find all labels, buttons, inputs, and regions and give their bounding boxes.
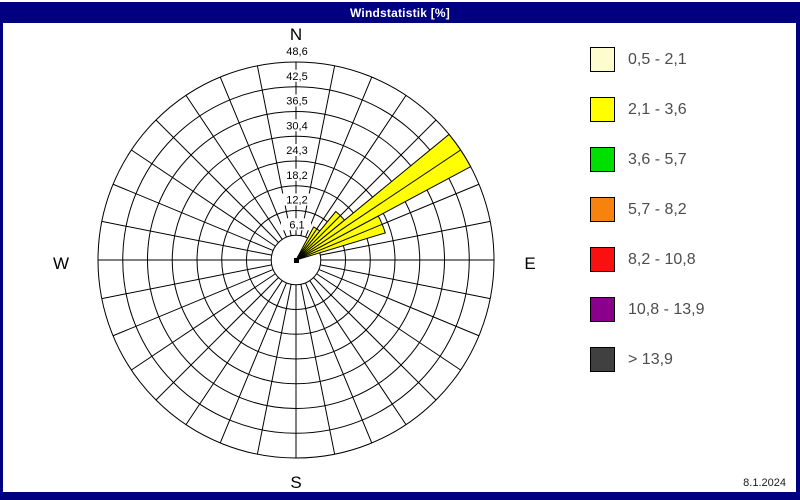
date-stamp: 8.1.2024 bbox=[743, 477, 786, 489]
legend-swatch-class1 bbox=[590, 47, 615, 72]
grid-spoke bbox=[316, 273, 461, 371]
legend-item: 0,5 - 2,1 bbox=[590, 47, 687, 72]
legend-item: 5,7 - 8,2 bbox=[590, 197, 687, 222]
compass-label-south: S bbox=[290, 473, 302, 492]
legend-swatch-class5 bbox=[590, 247, 615, 272]
grid-spoke bbox=[305, 282, 373, 444]
wind-wedge bbox=[295, 215, 386, 261]
legend-swatch-class4 bbox=[590, 197, 615, 222]
legend-item: 8,2 - 10,8 bbox=[590, 247, 696, 272]
axis-tick-label: 12,2 bbox=[286, 195, 307, 207]
wedge-center-spoke bbox=[295, 149, 461, 261]
legend-item: 3,6 - 5,7 bbox=[590, 147, 687, 172]
axis-label-mask bbox=[281, 144, 311, 156]
axis-label-mask bbox=[281, 94, 311, 107]
axis-label-mask bbox=[281, 45, 311, 57]
grid-spoke bbox=[219, 76, 287, 238]
legend-label: > 13,9 bbox=[628, 350, 673, 368]
title-bar: Windstatistik [%] bbox=[0, 2, 800, 23]
grid-spoke bbox=[112, 183, 274, 251]
axis-label-mask bbox=[281, 168, 311, 181]
grid-spoke bbox=[256, 65, 292, 236]
compass-label-north: N bbox=[289, 25, 303, 44]
legend-label: 2,1 - 3,6 bbox=[628, 100, 687, 118]
legend-item: > 13,9 bbox=[590, 347, 673, 372]
axis-label-mask bbox=[281, 193, 311, 206]
wedge-center-spoke bbox=[295, 215, 341, 261]
legend-label: 3,6 - 5,7 bbox=[628, 150, 687, 168]
grid-spoke bbox=[155, 277, 279, 401]
grid-spoke bbox=[300, 284, 336, 455]
legend-item: 2,1 - 3,6 bbox=[590, 97, 687, 122]
axis-label-mask bbox=[281, 69, 311, 82]
axis-label-mask bbox=[281, 218, 311, 231]
legend-label: 8,2 - 10,8 bbox=[628, 250, 696, 268]
grid-spoke bbox=[318, 269, 480, 337]
legend-swatch-class3 bbox=[590, 147, 615, 172]
compass-label-east: E bbox=[524, 254, 536, 273]
window-border-bottom bbox=[0, 492, 800, 500]
axis-tick-label: 36,5 bbox=[286, 96, 307, 108]
axis-tick-label: 42,5 bbox=[286, 71, 307, 83]
window-border-right bbox=[796, 2, 800, 500]
grid-spoke bbox=[185, 95, 283, 240]
legend-label: 5,7 - 8,2 bbox=[628, 200, 687, 218]
legend-item: 10,8 - 13,9 bbox=[590, 297, 705, 322]
grid-spoke bbox=[101, 220, 272, 256]
grid-spoke bbox=[185, 280, 283, 425]
axis-tick-label: 48,6 bbox=[286, 46, 307, 58]
axis-tick-label: 18,2 bbox=[286, 170, 307, 182]
legend-swatch-class6 bbox=[590, 297, 615, 322]
compass-label-west: W bbox=[52, 254, 70, 273]
grid-spoke bbox=[313, 277, 437, 401]
wedge-center-spoke bbox=[295, 223, 383, 261]
grid-spoke bbox=[309, 95, 407, 240]
grid-spoke bbox=[309, 280, 407, 425]
grid-spoke bbox=[131, 273, 276, 371]
grid-spoke bbox=[219, 282, 287, 444]
axis-tick-label: 6,1 bbox=[289, 219, 304, 231]
grid-spoke bbox=[131, 149, 276, 247]
axis-label-mask bbox=[281, 119, 311, 132]
window-border-left bbox=[0, 2, 3, 500]
wedge-center-spoke bbox=[295, 228, 318, 261]
axis-tick-label: 24,3 bbox=[286, 145, 307, 157]
center-dot bbox=[294, 258, 299, 263]
legend-label: 0,5 - 2,1 bbox=[628, 50, 687, 68]
grid-spoke bbox=[112, 269, 274, 337]
grid-spoke bbox=[320, 220, 491, 256]
legend-label: 10,8 - 13,9 bbox=[628, 300, 705, 318]
grid-spoke bbox=[256, 284, 292, 455]
legend-swatch-class2 bbox=[590, 97, 615, 122]
grid-spoke bbox=[155, 119, 279, 243]
grid-spoke bbox=[320, 264, 491, 300]
axis-tick-label: 30,4 bbox=[286, 120, 307, 132]
grid-spoke bbox=[300, 65, 336, 236]
legend-swatch-class7 bbox=[590, 347, 615, 372]
window-title: Windstatistik [%] bbox=[350, 5, 450, 20]
grid-spoke bbox=[101, 264, 272, 300]
grid-spoke bbox=[305, 76, 373, 238]
